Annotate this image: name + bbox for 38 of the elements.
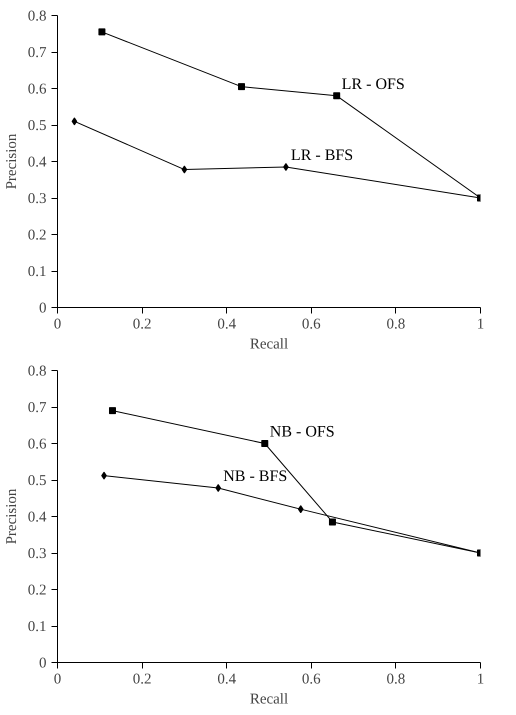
- x-axis-title: Recall: [250, 692, 288, 708]
- y-tick-label: 0: [39, 300, 46, 316]
- y-tick-label: 0.8: [28, 364, 46, 380]
- x-tick-label: 0.2: [132, 672, 152, 688]
- y-tick-label: 0.1: [28, 264, 46, 280]
- annotation: LR - BFS: [290, 146, 354, 164]
- x-tick-label: 0: [54, 672, 62, 688]
- annotation: NB - BFS: [223, 468, 288, 486]
- y-tick-label: 0.6: [28, 82, 47, 98]
- y-tick-label: 0.4: [28, 154, 47, 170]
- y-tick-label: 0.4: [28, 510, 47, 526]
- annotation: NB - OFS: [270, 424, 335, 440]
- x-tick-label: 0.4: [217, 672, 237, 688]
- y-tick-label: 0: [39, 656, 46, 672]
- y-tick-label: 0.7: [28, 400, 47, 416]
- x-tick-label: 0.6: [302, 316, 322, 332]
- x-tick-label: 0.2: [132, 316, 152, 332]
- y-tick-label: 0.7: [28, 45, 47, 61]
- x-tick-label: 1: [476, 672, 484, 688]
- y-tick-label: 0.6: [28, 436, 47, 452]
- x-axis-title: Recall: [250, 336, 288, 352]
- y-tick-label: 0.1: [28, 619, 46, 635]
- x-tick-label: 0.6: [302, 672, 322, 688]
- y-tick-label: 0.8: [28, 8, 46, 24]
- y-tick-label: 0.2: [28, 228, 46, 244]
- y-tick-label: 0.2: [28, 582, 46, 598]
- x-tick-label: 0.8: [386, 672, 406, 688]
- annotation: LR - OFS: [342, 76, 405, 93]
- y-tick-label: 0.3: [28, 191, 46, 207]
- y-tick-label: 0.5: [28, 118, 46, 134]
- y-axis-title: Precision: [4, 488, 20, 544]
- x-tick-label: 1: [476, 316, 484, 332]
- x-tick-label: 0: [54, 316, 62, 332]
- y-tick-label: 0.3: [28, 546, 46, 562]
- x-tick-label: 0.4: [217, 316, 237, 332]
- x-tick-label: 0.8: [386, 316, 406, 332]
- y-axis-title: Precision: [4, 133, 20, 190]
- y-tick-label: 0.5: [28, 473, 46, 489]
